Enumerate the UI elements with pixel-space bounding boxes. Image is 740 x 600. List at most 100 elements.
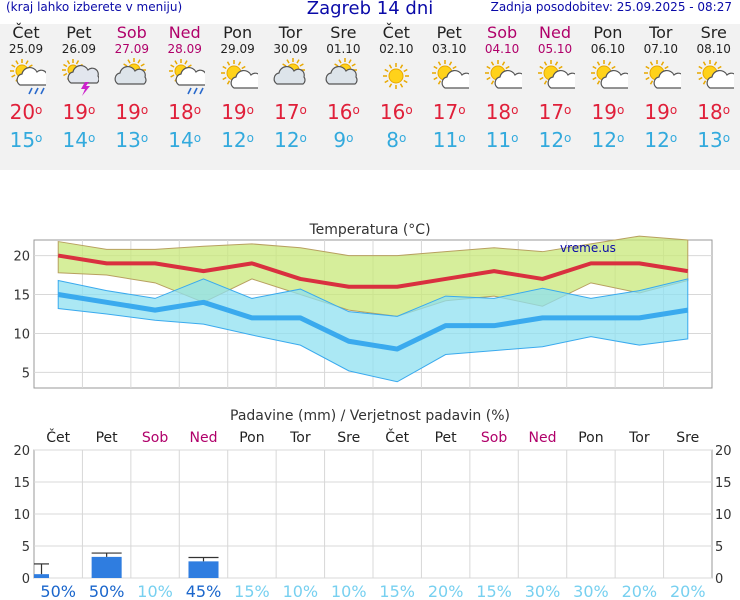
degree-mark: o — [352, 103, 360, 117]
degree-mark: o — [35, 103, 43, 117]
precip-bar — [91, 556, 122, 578]
weather-icon-cell — [634, 56, 687, 100]
watermark: vreme.us — [560, 241, 616, 255]
header-bar: (kraj lahko izberete v meniju) Zagreb 14… — [0, 0, 740, 22]
day-column: Tor 30.09 17o 12o — [264, 24, 317, 156]
x-tick-label: Ned — [529, 430, 557, 446]
max-temperature: 19o — [52, 100, 105, 128]
day-date: 03.10 — [432, 42, 467, 56]
x-tick-label: Čet — [385, 428, 409, 446]
degree-mark: o — [246, 131, 254, 145]
degree-mark: o — [564, 131, 572, 145]
sun-cloud-icon — [696, 60, 734, 89]
max-temperature-value: 18 — [697, 100, 723, 124]
min-temperature-value: 12 — [274, 128, 300, 152]
weather-icon-cell — [52, 56, 105, 100]
day-name: Sob — [116, 23, 147, 42]
precip-probability: 10% — [283, 582, 319, 600]
precipitation-chart: Padavine (mm) / Verjetnost padavin (%) Če… — [13, 408, 732, 600]
day-name: Pet — [66, 23, 92, 42]
chart-title: Temperatura (°C) — [308, 222, 430, 238]
day-name: Čet — [12, 23, 40, 42]
weather-icon-cell — [158, 56, 211, 100]
sun-cloud-icon — [643, 60, 681, 89]
day-column: Pon 29.09 19o 12o — [211, 24, 264, 156]
x-tick-label: Sob — [481, 430, 507, 446]
max-temperature-value: 16 — [379, 100, 406, 124]
sun-cloud-icon — [590, 60, 628, 89]
weather-icon-cell — [476, 56, 529, 100]
max-temperature-value: 17 — [274, 100, 300, 124]
day-date: 26.09 — [61, 42, 97, 56]
day-date: 05.10 — [537, 42, 573, 56]
day-name: Sre — [330, 23, 357, 42]
day-date: 02.10 — [379, 42, 414, 56]
precip-probability: 30% — [573, 582, 609, 600]
day-name: Ned — [168, 23, 201, 42]
max-temperature: 19o — [581, 100, 634, 128]
day-column: Pet 03.10 17o 11o — [423, 24, 476, 156]
max-temperature: 16o — [370, 100, 423, 128]
degree-mark: o — [140, 131, 149, 145]
max-temperature-value: 19 — [591, 100, 617, 124]
y-tick-label: 5 — [22, 366, 30, 381]
precip-bar — [34, 574, 50, 578]
day-column: Pet 26.09 19o 14o — [52, 24, 105, 156]
sun-icon — [383, 63, 410, 89]
x-tick-label: Tor — [628, 430, 650, 446]
sun-cloud-icon — [485, 60, 523, 89]
max-temperature: 18o — [687, 100, 740, 128]
precip-probability: 20% — [622, 582, 658, 600]
weather-icon-cell — [105, 56, 158, 100]
degree-mark: o — [458, 131, 466, 145]
y-tick-label-right: 10 — [715, 508, 732, 523]
cloud-thunder-icon — [61, 59, 99, 96]
max-temperature-value: 18 — [168, 100, 194, 124]
degree-mark: o — [398, 131, 407, 145]
day-column: Čet 02.10 16o 8o — [370, 24, 423, 156]
x-tick-label: Sre — [337, 430, 360, 446]
max-temperature-value: 17 — [432, 100, 459, 124]
min-temperature-value: 12 — [538, 128, 565, 152]
min-temperature: 9o — [317, 128, 370, 156]
y-tick-label: 0 — [22, 572, 30, 587]
weather-icon-cell — [529, 56, 582, 100]
degree-mark: o — [616, 103, 625, 117]
precip-probability: 10% — [137, 582, 173, 600]
min-temperature-value: 12 — [221, 128, 247, 152]
precip-probability: 20% — [670, 582, 706, 600]
chart-title: Padavine (mm) / Verjetnost padavin (%) — [230, 408, 510, 424]
day-name: Sre — [700, 23, 727, 42]
sun-cloud-rain-icon — [168, 59, 205, 95]
max-temperature-value: 16 — [326, 100, 353, 124]
max-temperature-value: 19 — [115, 100, 141, 124]
last-updated: Zadnja posodobitev: 25.09.2025 - 08:27 — [490, 0, 732, 14]
day-date: 28.09 — [167, 42, 202, 56]
max-temperature-value: 19 — [62, 100, 88, 124]
min-temperature-value: 8 — [386, 128, 399, 152]
x-tick-label: Pon — [239, 430, 264, 446]
daily-forecast-strip: Čet 25.09 20o 15o Pet 26.09 19o 14o Sob 27.09 19o 1… — [0, 24, 740, 170]
sun-cloud-icon — [432, 60, 470, 89]
day-date: 04.10 — [484, 42, 520, 56]
weather-icon-cell — [211, 56, 264, 100]
degree-mark: o — [722, 131, 731, 145]
y-tick-label: 5 — [22, 540, 30, 555]
day-column: Sob 04.10 18o 11o — [476, 24, 529, 156]
max-temperature: 16o — [317, 100, 370, 128]
degree-mark: o — [669, 103, 678, 117]
day-column: Sob 27.09 19o 13o — [105, 24, 158, 156]
min-temperature: 12o — [581, 128, 634, 156]
degree-mark: o — [669, 131, 678, 145]
x-tick-label: Pon — [578, 430, 603, 446]
degree-mark: o — [722, 103, 731, 117]
y-tick-label: 10 — [13, 327, 30, 342]
degree-mark: o — [511, 103, 519, 117]
min-temperature: 14o — [52, 128, 105, 156]
cloud-sun-icon — [114, 58, 147, 85]
max-temperature: 20o — [0, 100, 53, 128]
cloud-sun-icon — [273, 58, 306, 85]
day-date: 01.10 — [326, 42, 361, 56]
precip-probability: 15% — [234, 582, 270, 600]
min-temperature-value: 9 — [333, 128, 347, 152]
